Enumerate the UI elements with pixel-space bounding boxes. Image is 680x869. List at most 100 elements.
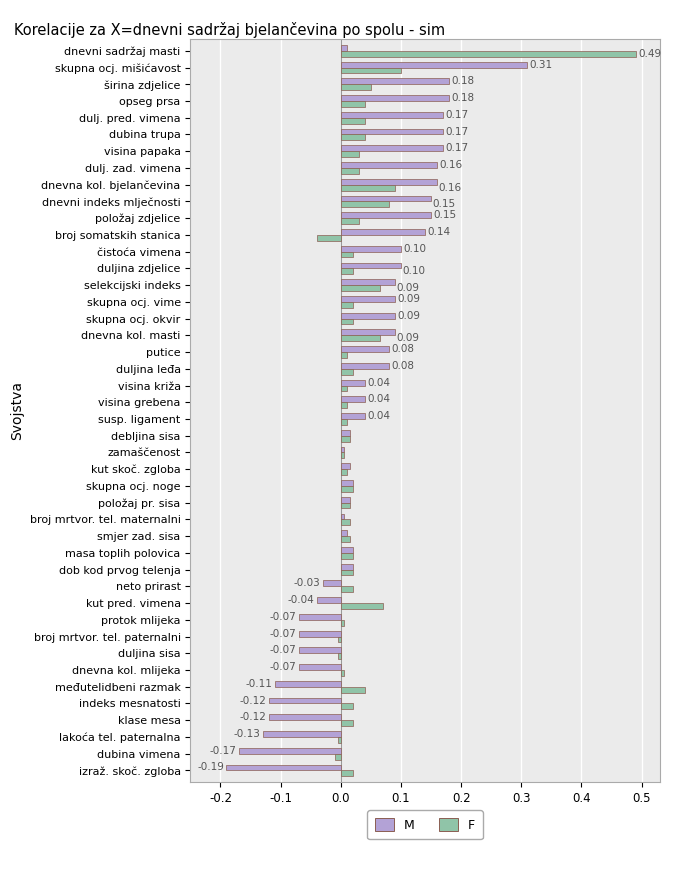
Bar [341,486,353,492]
Text: 0.09: 0.09 [397,310,420,321]
Bar [341,352,347,358]
Bar [341,469,347,475]
Text: 0.18: 0.18 [452,76,475,86]
Bar [341,447,344,453]
Bar [341,335,380,342]
X-axis label: Kor.koeficient: Kor.koeficient [378,811,472,825]
Text: -0.07: -0.07 [269,628,296,639]
Bar [299,647,341,653]
Bar [341,514,344,520]
Bar [338,737,341,743]
Bar [341,168,359,174]
Text: 0.16: 0.16 [439,182,462,193]
Bar [341,229,425,235]
Bar [341,463,350,469]
Bar [341,78,449,84]
Text: 0.49: 0.49 [638,49,661,59]
Bar [341,202,389,208]
Bar [341,670,344,676]
Bar [341,319,353,324]
Bar [317,235,341,241]
Bar [341,296,395,302]
Text: 0.17: 0.17 [445,127,469,136]
Bar [341,252,353,257]
Text: 0.17: 0.17 [445,143,469,153]
Text: 0.04: 0.04 [367,377,390,388]
Bar [239,748,341,753]
Bar [341,497,350,502]
Text: -0.12: -0.12 [239,695,266,706]
Bar [341,687,365,693]
Bar [341,386,347,391]
Bar [299,664,341,670]
Text: -0.07: -0.07 [269,646,296,655]
Bar [341,269,353,275]
Bar [341,564,353,569]
Text: 0.10: 0.10 [403,266,426,276]
Text: -0.11: -0.11 [245,679,272,689]
Text: 0.09: 0.09 [396,333,420,343]
Bar [341,547,353,553]
Bar [341,402,347,408]
Text: 0.08: 0.08 [391,344,414,354]
Bar [335,753,341,760]
Bar [341,96,449,101]
Text: 0.18: 0.18 [452,93,475,103]
Bar [317,597,341,603]
Bar [341,346,389,352]
Bar [341,135,365,141]
Bar [341,413,365,419]
Text: 0.31: 0.31 [530,60,553,70]
Text: 0.15: 0.15 [432,199,456,209]
Bar [299,631,341,636]
Bar [341,569,353,575]
Bar [341,435,350,441]
Bar [341,329,395,335]
Text: 0.14: 0.14 [428,227,451,237]
Text: 0.10: 0.10 [403,243,426,254]
Bar [341,419,347,425]
Bar [269,714,341,720]
Text: -0.19: -0.19 [197,762,224,773]
Text: 0.15: 0.15 [433,210,456,220]
Legend: M, F: M, F [367,811,483,839]
Bar [341,502,350,508]
Bar [341,363,389,368]
Text: -0.07: -0.07 [269,612,296,622]
Text: 0.04: 0.04 [367,411,390,421]
Bar [341,129,443,135]
Bar [275,680,341,687]
Text: -0.07: -0.07 [269,662,296,672]
Bar [341,302,353,308]
Bar [341,368,353,375]
Bar [341,553,353,559]
Text: -0.03: -0.03 [294,579,320,588]
Text: -0.04: -0.04 [288,595,314,605]
Text: 0.09: 0.09 [397,294,420,304]
Bar [341,536,350,542]
Bar [341,118,365,123]
Bar [341,50,636,56]
Bar [341,520,350,525]
Bar [341,771,353,776]
Bar [341,62,527,68]
Text: 0.16: 0.16 [439,160,462,170]
Bar [341,246,401,252]
Bar [341,179,437,185]
Bar [341,185,395,190]
Bar [341,380,365,386]
Bar [226,765,341,771]
Bar [341,279,395,285]
Bar [341,45,347,50]
Bar [341,212,431,218]
Bar [338,636,341,642]
Bar [341,430,350,435]
Bar [341,196,431,202]
Y-axis label: Svojstva: Svojstva [10,381,24,440]
Bar [341,313,395,319]
Bar [341,720,353,726]
Text: 0.09: 0.09 [396,283,420,293]
Bar [262,731,341,737]
Bar [341,480,353,486]
Bar [341,112,443,118]
